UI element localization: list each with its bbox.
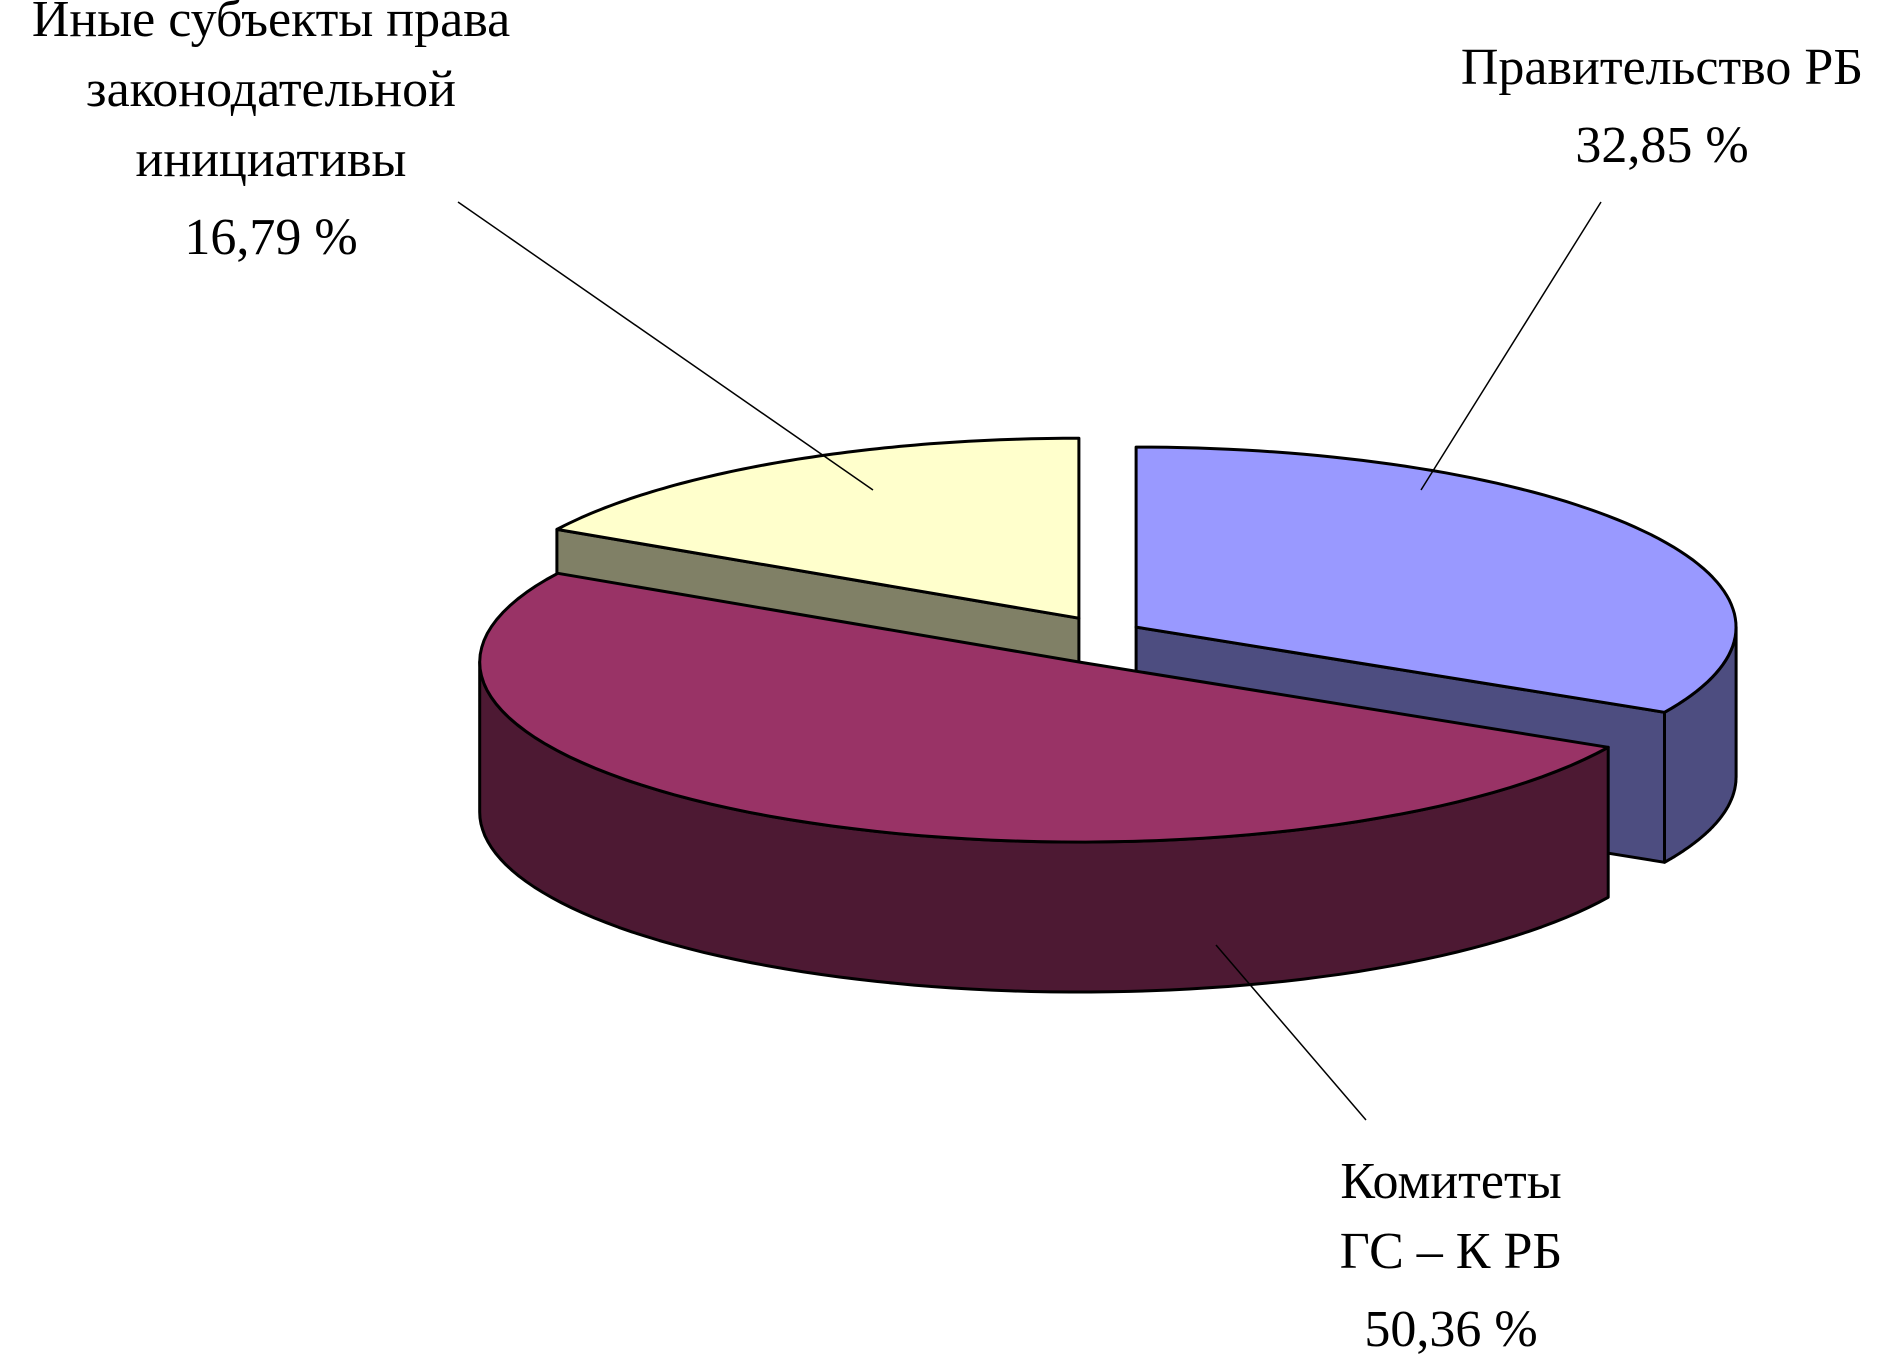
value-label: 50,36 % bbox=[1364, 1301, 1537, 1358]
slice-label: Иные субъекты права bbox=[32, 0, 510, 48]
leader-line bbox=[1215, 944, 1367, 1121]
value-label: 32,85 % bbox=[1575, 117, 1748, 174]
slice-label: инициативы bbox=[136, 131, 407, 188]
slice-label: ГС – К РБ bbox=[1340, 1223, 1563, 1280]
leader-line bbox=[457, 201, 874, 491]
slice-top bbox=[555, 436, 1081, 620]
value-label: 16,79 % bbox=[184, 209, 357, 266]
slice-label: Правительство РБ bbox=[1461, 39, 1863, 96]
leader-line bbox=[1420, 201, 1602, 491]
slice-label: законодательной bbox=[86, 61, 456, 118]
slice-top bbox=[478, 571, 1610, 844]
slice-top bbox=[1134, 445, 1738, 714]
slice-label: Комитеты bbox=[1340, 1153, 1561, 1210]
